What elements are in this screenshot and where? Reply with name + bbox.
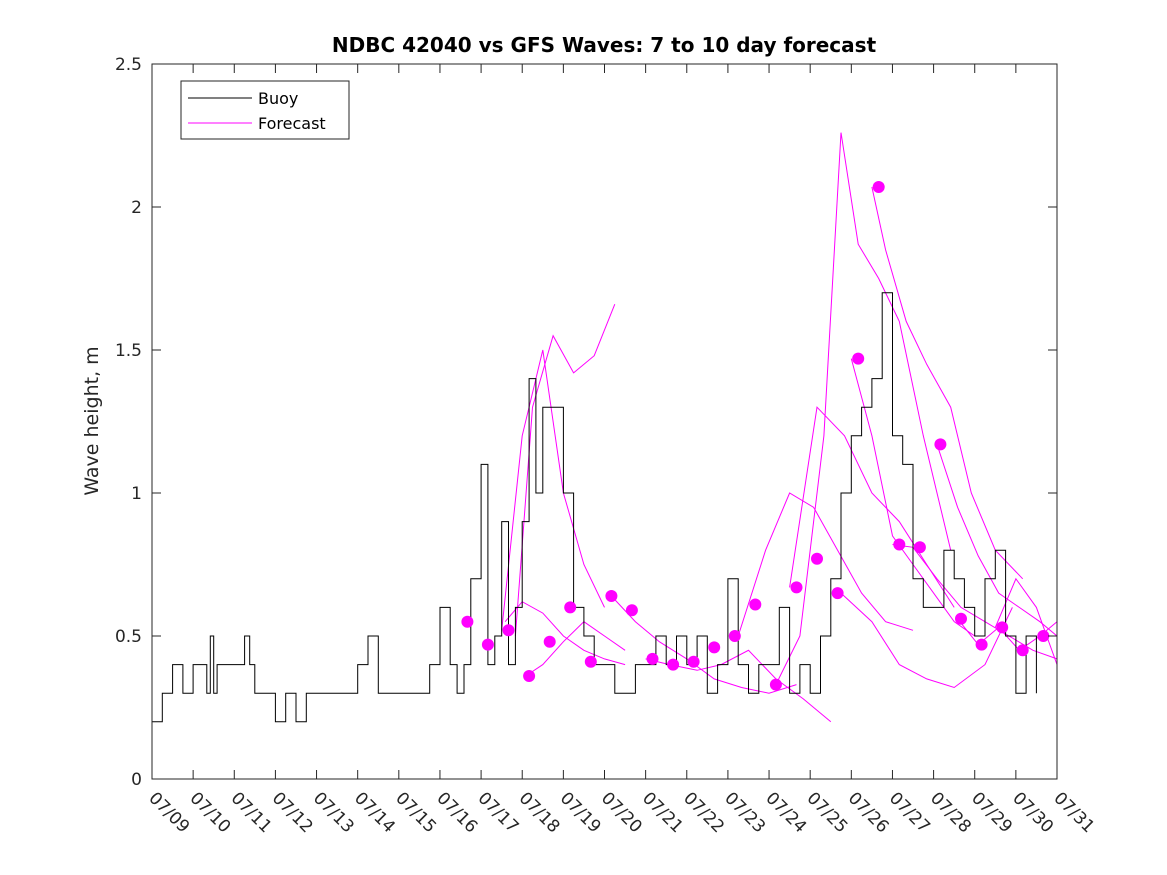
x-tick-label-2: 07/11 [227,788,276,837]
forecast-line-9 [840,592,1013,689]
x-tick-label-3: 07/12 [268,788,317,837]
y-tick-label-2: 1 [131,484,142,504]
x-tick-label-19: 07/28 [926,788,975,837]
x-tick-label-14: 07/23 [720,788,769,837]
x-tick-label-1: 07/10 [186,788,235,837]
forecast-line-3 [525,621,626,677]
forecast-marker-18 [831,587,844,600]
y-tick-label-5: 2.5 [115,55,142,75]
forecast-marker-2 [502,624,515,637]
forecast-marker-23 [934,438,947,451]
forecast-marker-3 [523,670,536,682]
x-tick-label-4: 07/13 [309,788,358,837]
y-axis-label: Wave height, m [81,346,103,495]
legend-box [180,80,350,140]
forecast-marker-9 [646,652,659,665]
y-tick-label-3: 1.5 [115,341,142,361]
forecast-line-1 [514,304,616,637]
forecast-line-2 [501,349,605,631]
forecast-marker-25 [975,638,988,651]
legend: Buoy Forecast [180,80,350,140]
forecast-marker-15 [769,678,782,691]
x-tick-label-20: 07/29 [967,788,1016,837]
x-tick-label-10: 07/19 [556,788,605,837]
y-tick-label-4: 2 [131,198,142,218]
forecast-marker-4 [543,635,556,648]
forecast-marker-20 [872,181,885,193]
x-tick-label-13: 07/22 [679,788,728,837]
buoy-line [152,292,1037,723]
forecast-line-11 [936,444,1058,637]
forecast-marker-8 [625,604,638,617]
forecast-line-10 [871,186,1024,580]
forecast-marker-1 [481,638,494,651]
x-tick-label-9: 07/18 [515,788,564,837]
x-tick-label-18: 07/27 [885,788,934,837]
forecast-marker-5 [564,601,577,614]
forecast-marker-28 [1037,630,1050,642]
forecast-line-4 [611,595,797,694]
forecast-marker-10 [667,658,680,671]
y-tick-label-1: 0.5 [115,627,142,647]
x-tick-label-16: 07/25 [803,788,852,837]
x-tick-label-22: 07/31 [1049,788,1098,837]
forecast-marker-14 [749,598,762,611]
legend-buoy-label: Buoy [258,89,298,108]
forecast-marker-7 [605,590,618,602]
forecast-marker-6 [584,655,597,668]
forecast-marker-0 [461,615,474,628]
forecast-marker-11 [687,655,700,668]
legend-forecast-label: Forecast [258,114,326,133]
x-tick-label-21: 07/30 [1008,788,1057,837]
x-tick-label-0: 07/09 [144,788,193,837]
forecast-marker-21 [893,538,906,551]
forecast-marker-16 [790,581,803,594]
x-tick-label-11: 07/20 [597,788,646,837]
forecast-line-7 [775,132,952,685]
plot-area [152,64,1057,779]
forecast-marker-13 [728,630,741,642]
forecast-marker-17 [811,552,823,565]
x-tick-label-15: 07/24 [762,788,811,837]
forecast-marker-19 [852,352,865,365]
chart-title: NDBC 42040 vs GFS Waves: 7 to 10 day for… [332,33,877,57]
x-tick-label-7: 07/16 [432,788,481,837]
x-tick-label-8: 07/17 [474,788,523,837]
x-tick-label-6: 07/15 [391,788,440,837]
y-tick-label-0: 0 [131,770,142,790]
x-tick-label-17: 07/26 [844,788,893,837]
forecast-marker-26 [996,621,1009,634]
forecast-marker-24 [955,612,967,625]
x-tick-label-5: 07/14 [350,788,399,837]
forecast-marker-27 [1016,644,1029,657]
forecast-marker-12 [708,641,721,654]
x-tick-label-12: 07/21 [638,788,687,837]
forecast-marker-22 [913,541,926,554]
marker-layer [461,181,1050,691]
forecast-line-6 [737,492,914,637]
